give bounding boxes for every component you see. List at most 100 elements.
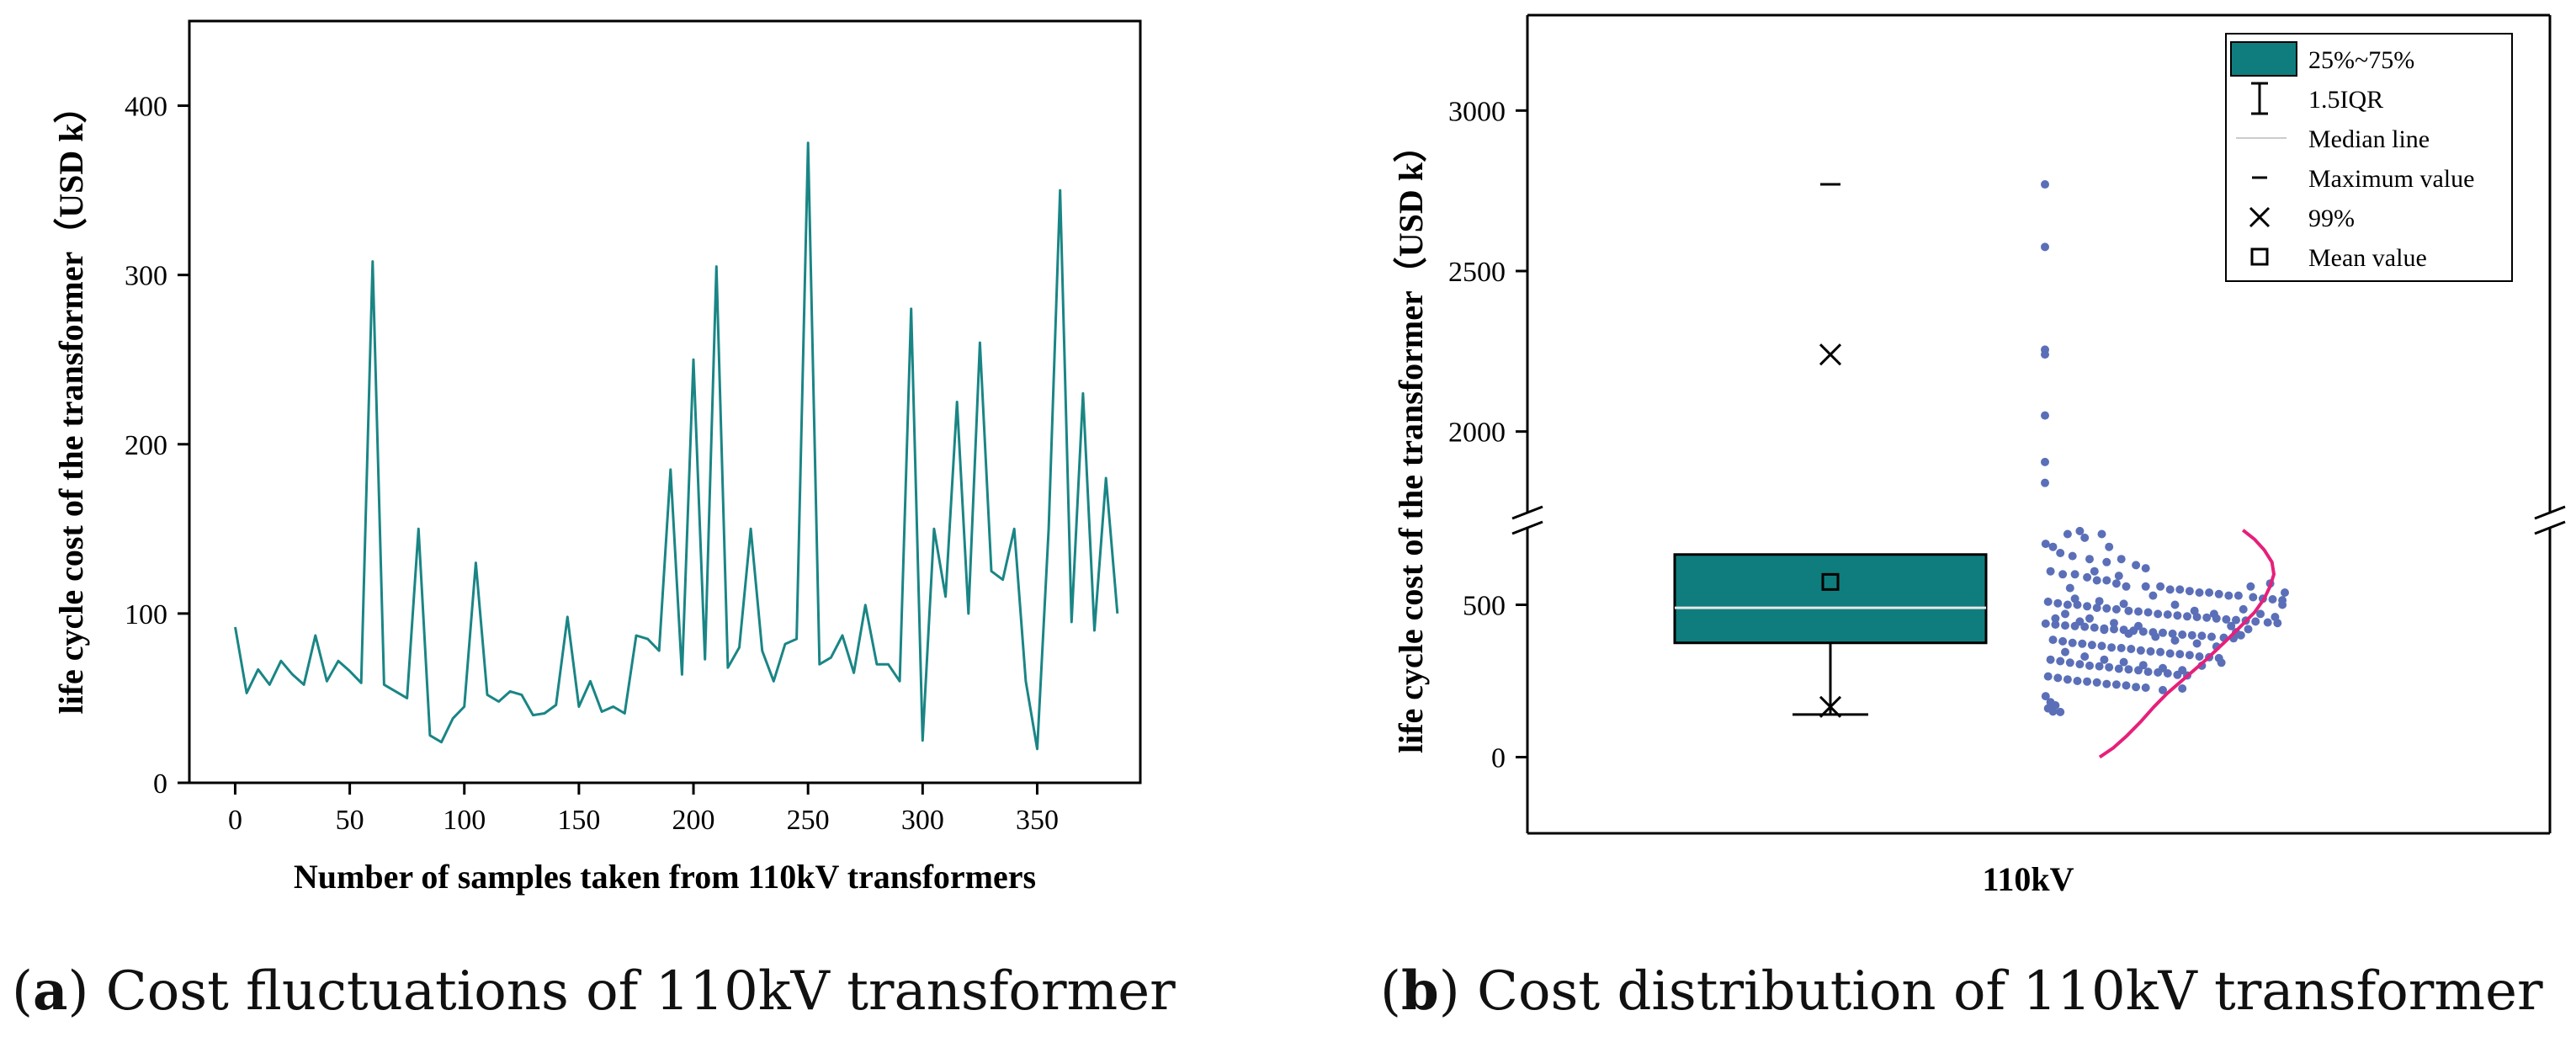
- scatter-point-b: [2075, 660, 2085, 669]
- scatter-point-b: [2178, 630, 2187, 639]
- scatter-point-b: [2053, 598, 2063, 608]
- scatter-point-b: [2095, 597, 2104, 606]
- scatter-point-b: [2141, 564, 2150, 573]
- scatter-point-b: [2083, 602, 2092, 611]
- scatter-point-b: [2175, 585, 2185, 594]
- scatter-point-b: [2170, 636, 2180, 645]
- scatter-point-b: [2092, 576, 2101, 585]
- scatter-point-b: [2117, 643, 2126, 652]
- scatter-point-b: [2110, 619, 2118, 628]
- scatter-point-b: [2224, 591, 2233, 600]
- scatter-point-b: [2090, 623, 2099, 632]
- scatter-point-b: [2083, 572, 2092, 582]
- scatter-point-b: [2102, 604, 2111, 613]
- caption-a: (a) Cost fluctuations of 110kV transform…: [12, 960, 1176, 1023]
- scatter-point-b: [2132, 683, 2141, 692]
- legend-square-icon: [2250, 247, 2269, 266]
- scatter-point-b: [2075, 526, 2085, 535]
- scatter-point-b: [2070, 570, 2079, 579]
- caption-a-letter: a: [32, 960, 68, 1023]
- scatter-point-b: [2246, 582, 2255, 591]
- scatter-point-b: [2061, 609, 2069, 619]
- scatter-point-b: [2281, 588, 2289, 597]
- scatter-point-b: [2124, 665, 2133, 674]
- outlier-point-b: [2041, 411, 2049, 420]
- scatter-point-b: [2214, 589, 2223, 598]
- caption-a-text: Cost fluctuations of 110kV transformer: [88, 960, 1176, 1023]
- scatter-point-b: [2048, 542, 2058, 551]
- series-line-a: [234, 141, 1119, 751]
- scatter-point-b: [2138, 661, 2148, 670]
- legend-label-b: 99%: [2308, 205, 2355, 232]
- scatter-point-b: [2244, 625, 2253, 634]
- scatter-point-b: [2175, 650, 2185, 659]
- scatter-point-b: [2185, 651, 2194, 660]
- scatter-point-b: [2090, 566, 2099, 576]
- scatter-point-b: [2097, 641, 2106, 651]
- scatter-point-b: [2190, 606, 2199, 615]
- scatter-point-b: [2043, 672, 2053, 681]
- scatter-point-b: [2209, 609, 2218, 619]
- mean-marker-b: [1821, 572, 1840, 591]
- plot-frame-a: [188, 19, 1142, 784]
- scatter-point-b: [2068, 638, 2077, 647]
- scatter-point-b: [2195, 588, 2204, 597]
- scatter-point-b: [2110, 625, 2118, 634]
- scatter-point-b: [2075, 617, 2085, 626]
- iqr-box-b: [1673, 553, 1988, 645]
- x-tick-label-a: 300: [901, 805, 944, 836]
- y-tick-label-b: 2000: [1448, 417, 1506, 449]
- scatter-point-b: [2068, 551, 2077, 561]
- scatter-point-b: [2046, 655, 2055, 664]
- scatter-point-b: [2046, 566, 2055, 576]
- scatter-point-b: [2065, 658, 2074, 667]
- scatter-point-b: [2095, 662, 2104, 671]
- scatter-point-b: [2263, 618, 2272, 627]
- scatter-point-b: [2058, 570, 2068, 579]
- scatter-point-b: [2207, 632, 2216, 641]
- scatter-point-b: [2056, 707, 2065, 716]
- scatter-point-b: [2143, 608, 2153, 617]
- scatter-point-b: [2165, 649, 2175, 658]
- axis-break-mark-b: [2534, 505, 2566, 520]
- scatter-point-b: [2154, 609, 2163, 619]
- scatter-point-b: [2083, 677, 2092, 686]
- scatter-point-b: [2156, 647, 2165, 657]
- legend-label-b: 1.5IQR: [2308, 86, 2383, 114]
- legend-label-b: Median line: [2308, 125, 2430, 153]
- scatter-point-b: [2122, 681, 2131, 690]
- scatter-point-b: [2195, 652, 2204, 661]
- scatter-point-b: [2048, 707, 2058, 716]
- scatter-point-b: [2111, 579, 2121, 588]
- y-axis-label-b: life cycle cost of the transformer（USD k…: [1392, 129, 1430, 753]
- scatter-point-b: [2078, 639, 2087, 648]
- scatter-point-b: [2065, 583, 2074, 593]
- caption-b-text: Cost distribution of 110kV transformer: [1459, 960, 2543, 1023]
- scatter-point-b: [2100, 625, 2109, 635]
- chart-b: 2000 2500 3000 0 500 life cycle cost of the t…: [1392, 13, 2566, 898]
- scatter-point-b: [2249, 593, 2258, 602]
- x-tick-label-a: 0: [228, 805, 242, 836]
- outlier-point-b: [2041, 350, 2049, 359]
- y-tick-label-b: 500: [1463, 591, 1506, 622]
- scatter-point-b: [2239, 604, 2248, 614]
- scatter-point-b: [2217, 658, 2226, 667]
- x-tick-label-a: 350: [1016, 805, 1059, 836]
- scatter-point-b: [2202, 613, 2212, 622]
- legend-cross-icon: [2249, 206, 2271, 228]
- scatter-point-b: [2085, 614, 2094, 623]
- scatter-point-b: [2119, 657, 2128, 667]
- scatter-point-b: [2168, 629, 2177, 638]
- scatter-point-b: [2183, 612, 2191, 621]
- scatter-point-b: [2114, 572, 2123, 581]
- scatter-point-b: [2187, 630, 2196, 640]
- scatter-point-b: [2222, 614, 2231, 624]
- scatter-point-b: [2051, 614, 2060, 623]
- x-tick-label-a: 100: [443, 805, 486, 836]
- p1-marker-b: [1819, 695, 1842, 718]
- x-tick-label-a: 150: [557, 805, 600, 836]
- scatter-point-b: [2132, 561, 2141, 570]
- scatter-point-b: [2111, 604, 2121, 614]
- scatter-point-b: [2100, 655, 2109, 664]
